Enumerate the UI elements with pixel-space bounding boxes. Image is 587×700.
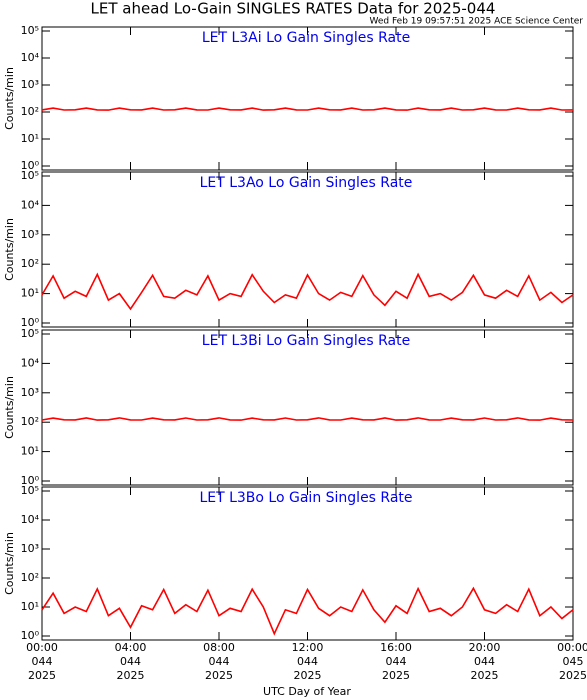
x-tick-label: 00:00 [557,641,587,654]
panel-title: LET L3Bi Lo Gain Singles Rate [202,333,410,349]
y-tick-label: 10² [21,415,39,428]
x-year-label: 2025 [117,669,145,682]
y-tick-label: 10² [21,257,39,270]
plot-frame [41,171,574,328]
y-tick-label: 10⁴ [21,356,40,369]
x-tick-label: 16:00 [380,641,412,654]
chart-subtitle: Wed Feb 19 09:57:51 2025 ACE Science Cen… [369,17,583,27]
x-tick-label: 04:00 [115,641,147,654]
x-tick-label: 00:00 [26,641,58,654]
data-line [41,417,574,421]
data-line [41,107,574,111]
x-day-label: 044 [120,655,141,668]
x-tick-label: 12:00 [292,641,324,654]
y-tick-label: 10³ [21,542,39,555]
data-line [41,586,574,636]
y-tick-label: 10⁰ [21,159,40,172]
x-day-label: 044 [32,655,53,668]
chart-title: LET ahead Lo-Gain SINGLES RATES Data for… [91,0,496,18]
y-tick-label: 10¹ [21,445,39,458]
y-tick-label: 10⁴ [21,51,40,64]
x-day-label: 044 [386,655,407,668]
y-axis-label: Counts/min [3,218,16,281]
x-axis-label: UTC Day of Year [263,685,351,698]
x-tick-label: 08:00 [203,641,235,654]
plot-frame [41,329,574,486]
y-tick-label: 10⁵ [21,327,39,340]
y-tick-label: 10⁰ [21,629,40,642]
y-tick-label: 10¹ [21,132,39,145]
panel-title: LET L3Ao Lo Gain Singles Rate [200,175,413,191]
x-tick-label: 20:00 [469,641,501,654]
x-year-label: 2025 [471,669,499,682]
y-tick-label: 10³ [21,228,39,241]
panel-title: LET L3Bo Lo Gain Singles Rate [199,490,412,506]
x-year-label: 2025 [294,669,322,682]
y-tick-label: 10³ [21,386,39,399]
y-axis-label: Counts/min [3,376,16,439]
x-year-label: 2025 [382,669,410,682]
y-tick-label: 10² [21,105,39,118]
y-tick-label: 10⁵ [21,169,39,182]
x-day-label: 045 [563,655,584,668]
x-day-label: 044 [474,655,495,668]
y-tick-label: 10⁵ [21,24,39,37]
y-tick-label: 10³ [21,78,39,91]
x-day-label: 044 [297,655,318,668]
y-tick-label: 10² [21,571,39,584]
x-year-label: 2025 [28,669,56,682]
panel-title: LET L3Ai Lo Gain Singles Rate [202,30,410,46]
x-day-label: 044 [209,655,230,668]
y-axis-label: Counts/min [3,67,16,130]
y-tick-label: 10⁵ [21,484,39,497]
y-tick-label: 10⁴ [21,513,40,526]
data-line [41,272,574,311]
y-axis-label: Counts/min [3,532,16,595]
plot-frame [41,26,574,171]
y-tick-label: 10⁴ [21,198,40,211]
plot-frame [41,486,574,641]
y-tick-label: 10¹ [21,600,39,613]
y-tick-label: 10⁰ [21,316,40,329]
x-year-label: 2025 [205,669,233,682]
y-tick-label: 10⁰ [21,474,40,487]
y-tick-label: 10¹ [21,287,39,300]
x-year-label: 2025 [559,669,587,682]
